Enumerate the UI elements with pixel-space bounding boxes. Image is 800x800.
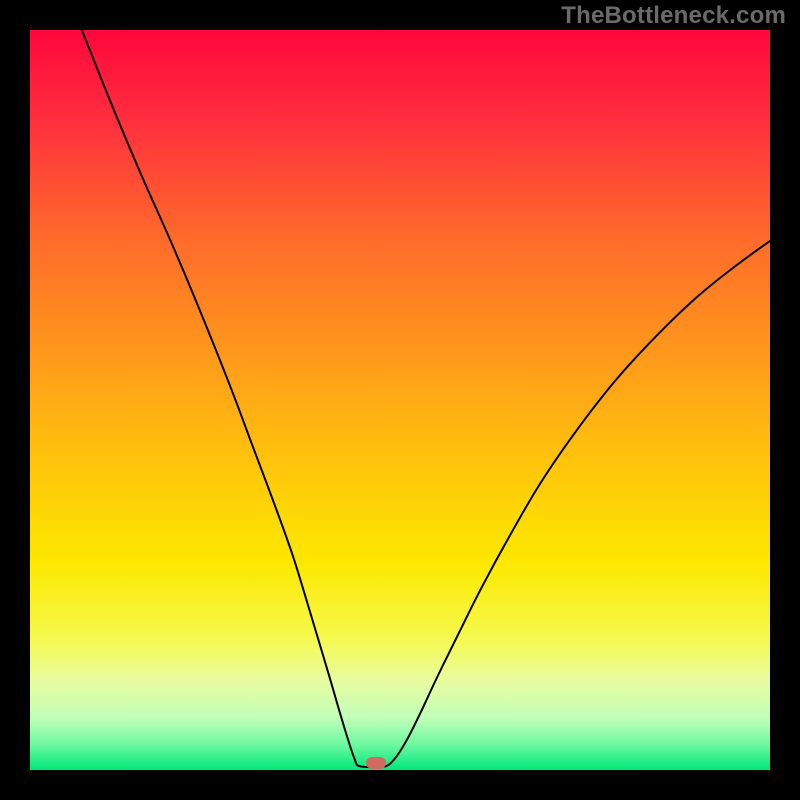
optimum-marker	[366, 757, 386, 769]
chart-frame: TheBottleneck.com	[0, 0, 800, 800]
bottleneck-curve	[30, 30, 770, 770]
watermark-text: TheBottleneck.com	[561, 2, 786, 30]
plot-area	[30, 30, 770, 770]
